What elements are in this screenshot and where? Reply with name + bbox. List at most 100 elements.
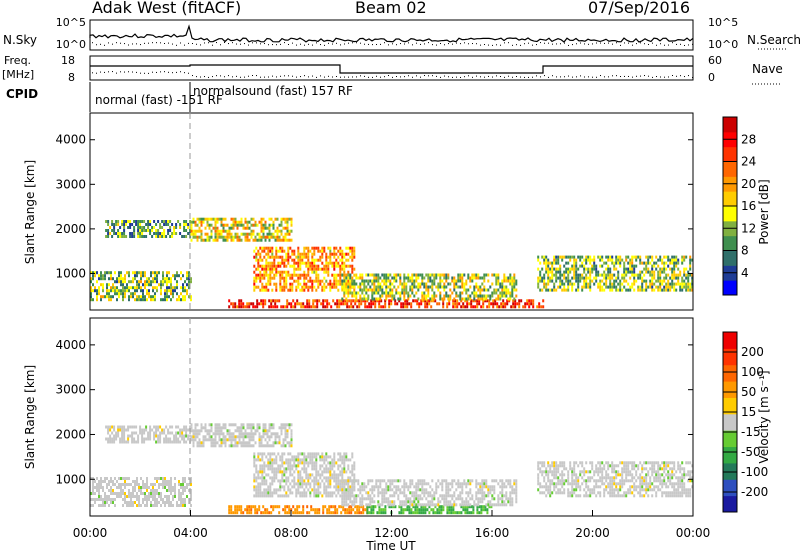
data-cell: [172, 274, 174, 278]
data-cell: [250, 423, 253, 427]
data-cell: [385, 488, 388, 492]
data-cell: [537, 267, 540, 271]
data-cell: [571, 264, 574, 268]
data-cell: [133, 229, 136, 232]
data-cell: [433, 279, 436, 283]
data-cell: [347, 494, 350, 498]
data-cell: [425, 282, 428, 286]
data-cell: [311, 479, 314, 483]
data-cell: [174, 489, 176, 492]
data-cell: [445, 276, 448, 280]
data-cell: [285, 491, 288, 495]
data-cell: [379, 288, 382, 292]
data-cell: [689, 288, 692, 292]
data-cell: [111, 440, 114, 444]
data-cell: [399, 291, 402, 295]
data-cell: [168, 486, 170, 489]
data-cell: [260, 302, 263, 306]
data-cell: [440, 508, 443, 512]
data-cell: [647, 285, 650, 289]
data-cell: [370, 505, 373, 509]
data-cell: [555, 279, 558, 283]
data-cell: [609, 482, 612, 486]
data-cell: [281, 458, 284, 462]
data-cell: [657, 270, 660, 274]
data-cell: [439, 494, 442, 498]
data-cell: [336, 305, 339, 309]
data-cell: [174, 477, 176, 480]
data-cell: [433, 494, 436, 498]
data-cell: [159, 223, 162, 226]
data-cell: [421, 497, 424, 501]
data-cell: [163, 220, 166, 223]
data-cell: [98, 492, 100, 495]
data-cell: [279, 264, 282, 268]
data-cell: [409, 482, 412, 486]
data-cell: [405, 291, 408, 295]
data-cell: [583, 276, 586, 280]
data-cell: [281, 476, 284, 480]
data-cell: [403, 282, 406, 286]
data-cell: [286, 217, 289, 221]
data-cell: [281, 258, 284, 262]
data-cell: [128, 274, 130, 278]
data-cell: [293, 261, 296, 265]
data-cell: [347, 258, 350, 262]
data-cell: [385, 273, 388, 277]
data-cell: [208, 432, 211, 436]
data-cell: [334, 508, 337, 512]
data-cell: [581, 261, 584, 265]
data-cell: [333, 464, 336, 468]
data-cell: [629, 258, 632, 262]
data-cell: [551, 470, 554, 474]
data-cell: [499, 485, 502, 489]
data-cell: [661, 258, 664, 262]
data-cell: [593, 282, 596, 286]
data-cell: [194, 426, 197, 430]
data-cell: [114, 286, 116, 290]
data-cell: [255, 485, 258, 489]
data-cell: [159, 232, 162, 235]
data-cell: [147, 434, 150, 438]
data-cell: [469, 491, 472, 495]
data-cell: [475, 282, 478, 286]
data-cell: [285, 276, 288, 280]
data-cell: [561, 273, 564, 277]
data-cell: [232, 220, 235, 224]
data-cell: [401, 291, 404, 295]
data-cell: [485, 485, 488, 489]
data-cell: [599, 285, 602, 289]
data-cell: [256, 508, 259, 512]
data-cell: [278, 229, 281, 233]
data-cell: [639, 270, 642, 274]
data-cell: [309, 461, 312, 465]
data-cell: [583, 479, 586, 483]
data-cell: [288, 232, 291, 236]
data-cell: [469, 285, 472, 289]
data-cell: [287, 467, 290, 471]
data-cell: [689, 258, 692, 262]
data-cell: [117, 232, 120, 235]
data-cell: [236, 426, 239, 430]
data-cell: [255, 246, 258, 250]
data-cell: [601, 479, 604, 483]
data-cell: [571, 267, 574, 271]
data-cell: [158, 495, 160, 498]
data-cell: [263, 264, 266, 268]
data-cell: [405, 482, 408, 486]
data-cell: [415, 482, 418, 486]
data-cell: [139, 431, 142, 435]
data-cell: [258, 508, 261, 512]
data-cell: [290, 435, 293, 439]
data-cell: [555, 467, 558, 471]
data-cell: [663, 279, 666, 283]
data-cell: [100, 480, 102, 483]
data-cell: [453, 279, 456, 283]
data-cell: [170, 277, 172, 281]
data-cell: [287, 479, 290, 483]
data-cell: [597, 473, 600, 477]
data-cell: [146, 483, 148, 486]
data-cell: [673, 261, 676, 265]
data-cell: [125, 440, 128, 444]
